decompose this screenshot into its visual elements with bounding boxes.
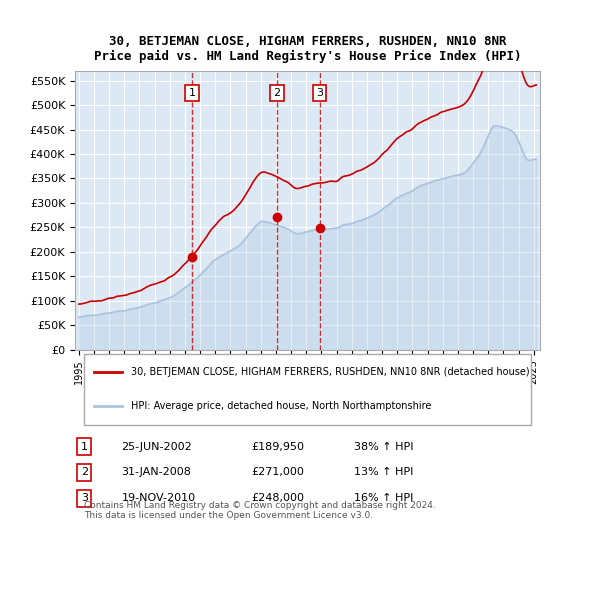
Text: 3: 3 bbox=[316, 88, 323, 98]
Text: 25-JUN-2002: 25-JUN-2002 bbox=[121, 442, 192, 452]
Text: 3: 3 bbox=[81, 493, 88, 503]
Text: 16% ↑ HPI: 16% ↑ HPI bbox=[354, 493, 413, 503]
Title: 30, BETJEMAN CLOSE, HIGHAM FERRERS, RUSHDEN, NN10 8NR
Price paid vs. HM Land Reg: 30, BETJEMAN CLOSE, HIGHAM FERRERS, RUSH… bbox=[94, 35, 521, 63]
Text: 30, BETJEMAN CLOSE, HIGHAM FERRERS, RUSHDEN, NN10 8NR (detached house): 30, BETJEMAN CLOSE, HIGHAM FERRERS, RUSH… bbox=[131, 367, 529, 377]
Text: Contains HM Land Registry data © Crown copyright and database right 2024.
This d: Contains HM Land Registry data © Crown c… bbox=[84, 501, 436, 520]
Text: £248,000: £248,000 bbox=[252, 493, 305, 503]
Text: HPI: Average price, detached house, North Northamptonshire: HPI: Average price, detached house, Nort… bbox=[131, 401, 431, 411]
Text: 31-JAN-2008: 31-JAN-2008 bbox=[121, 467, 191, 477]
Text: 38% ↑ HPI: 38% ↑ HPI bbox=[354, 442, 413, 452]
Text: 2: 2 bbox=[81, 467, 88, 477]
Text: £189,950: £189,950 bbox=[252, 442, 305, 452]
FancyBboxPatch shape bbox=[84, 354, 531, 425]
Text: 1: 1 bbox=[189, 88, 196, 98]
Text: 1: 1 bbox=[81, 442, 88, 452]
Text: 2: 2 bbox=[274, 88, 281, 98]
Text: 19-NOV-2010: 19-NOV-2010 bbox=[121, 493, 196, 503]
Text: 13% ↑ HPI: 13% ↑ HPI bbox=[354, 467, 413, 477]
Text: £271,000: £271,000 bbox=[252, 467, 305, 477]
